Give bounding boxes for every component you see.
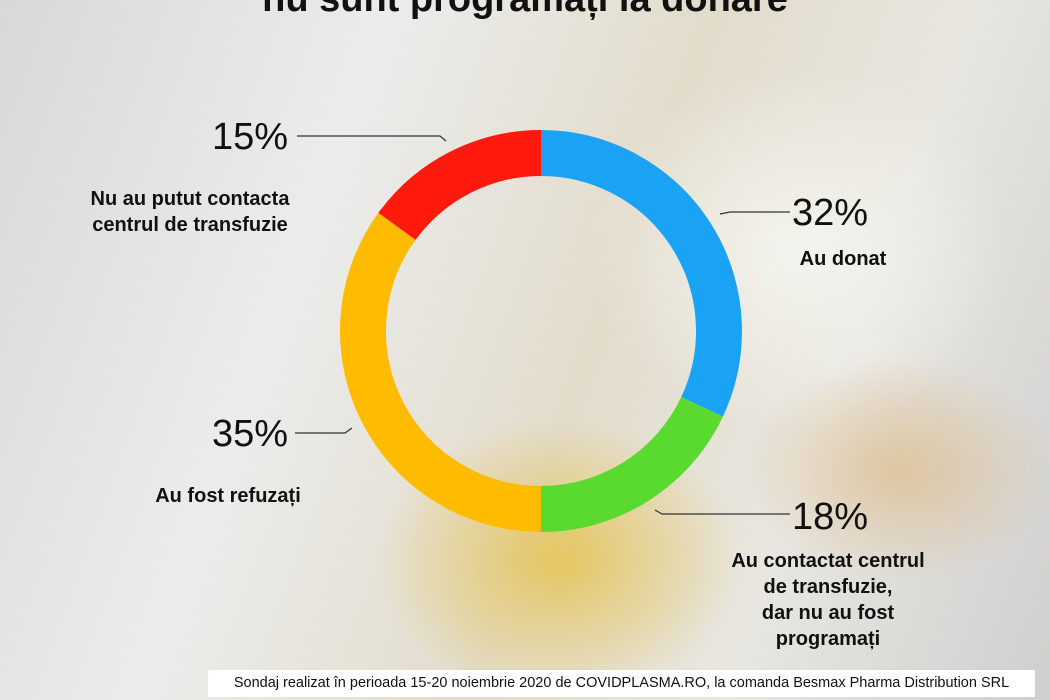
leader-line [719,211,790,215]
category-label: Au donat [799,248,887,270]
category-label: Au fost refuzați [155,485,301,507]
value-label: 18% [791,496,869,538]
leader-line [654,509,790,515]
category-label: Nu au putut contacta centrul de transfuz… [90,188,290,236]
donut-segment [540,130,742,417]
donut-segment [340,212,542,532]
value-label: 35% [211,413,289,455]
donut-segment [540,396,723,532]
donut-segment [378,130,542,241]
leader-line [297,135,447,142]
source-note: Sondaj realizat în perioada 15-20 noiemb… [208,670,1035,697]
leader-line [295,427,353,434]
category-label: Au contactat centrul de transfuzie, dar … [731,550,925,650]
value-label: 32% [791,192,869,234]
leaders [295,135,790,515]
chart-title: nu sunt programați la donare [0,0,1050,21]
value-label: 15% [211,116,289,158]
